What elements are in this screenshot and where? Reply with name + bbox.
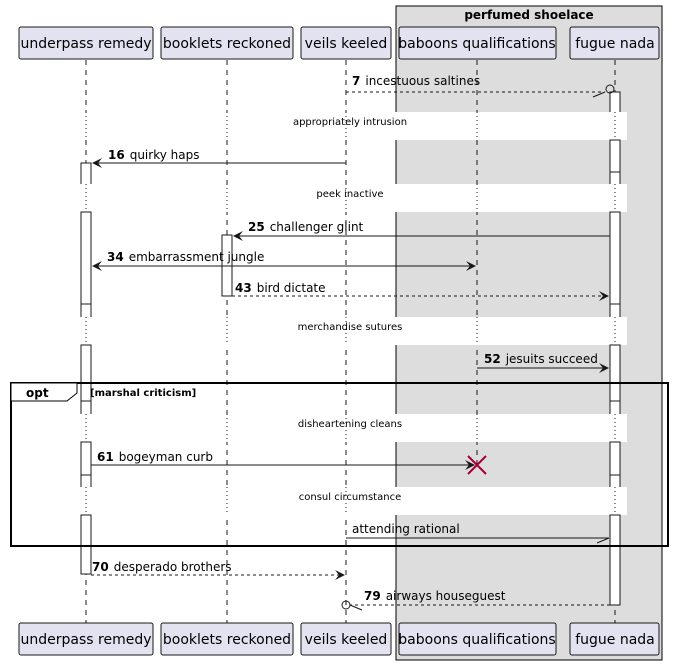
svg-text:baboons qualifications: baboons qualifications: [398, 36, 555, 52]
message-79: 79 airways houseguest: [341, 589, 610, 611]
message-43: 43 bird dictate: [232, 281, 609, 301]
participant-fugue-nada-bottom: fugue nada: [569, 622, 660, 656]
divider-4: disheartening cleans: [298, 419, 402, 430]
participant-booklets-reckoned-top: booklets reckoned: [160, 26, 294, 60]
message-25-text: challenger glint: [270, 220, 364, 234]
svg-text:fugue nada: fugue nada: [575, 36, 655, 52]
message-16-num: 16: [108, 148, 125, 162]
svg-text:baboons qualifications: baboons qualifications: [398, 632, 555, 648]
participants-top: underpass remedy booklets reckoned veils…: [18, 26, 660, 60]
message-79-num: 79: [364, 589, 381, 603]
participant-underpass-remedy-bottom: underpass remedy: [18, 622, 154, 656]
dividers: appropriately intrusion peek inactive me…: [75, 112, 627, 515]
message-52: 52 jesuits succeed: [477, 352, 609, 373]
message-34: 34 embarrassment jungle: [92, 250, 476, 271]
message-70: 70 desperado brothers: [91, 560, 345, 580]
participants-bottom: underpass remedy booklets reckoned veils…: [18, 622, 660, 656]
svg-text:fugue nada: fugue nada: [575, 632, 655, 648]
svg-text:booklets reckoned: booklets reckoned: [163, 36, 291, 52]
participant-baboons-qualifications-bottom: baboons qualifications: [398, 622, 557, 656]
message-61-text: bogeyman curb: [119, 450, 213, 464]
message-43-num: 43: [235, 281, 252, 295]
svg-text:underpass remedy: underpass remedy: [21, 632, 152, 648]
message-7-text: incestuous saltines: [365, 74, 480, 88]
group-title: perfumed shoelace: [464, 8, 593, 22]
message-16-text: quirky haps: [130, 148, 200, 162]
message-attending-rational: attending rational: [346, 522, 610, 544]
messages: 7 incestuous saltines 16 quirky haps 25 cha…: [91, 74, 615, 611]
participant-underpass-remedy-top: underpass remedy: [18, 26, 154, 60]
message-70-num: 70: [92, 560, 109, 574]
participant-booklets-reckoned-bottom: booklets reckoned: [160, 622, 294, 656]
opt-label: opt: [26, 386, 49, 400]
participant-veils-keeled-top: veils keeled: [300, 26, 392, 60]
message-25-num: 25: [248, 220, 265, 234]
message-61: 61 bogeyman curb: [91, 450, 487, 475]
message-52-text: jesuits succeed: [505, 352, 598, 366]
message-43-text: bird dictate: [257, 281, 326, 295]
destroy-marker-icon: [467, 455, 487, 475]
svg-text:booklets reckoned: booklets reckoned: [163, 632, 291, 648]
message-16: 16 quirky haps: [92, 148, 346, 168]
svg-text:veils keeled: veils keeled: [305, 36, 388, 52]
divider-5: consul circumstance: [299, 492, 401, 503]
message-34-num: 34: [107, 250, 124, 264]
participant-fugue-nada-top: fugue nada: [569, 26, 660, 60]
svg-text:underpass remedy: underpass remedy: [21, 36, 152, 52]
participant-baboons-qualifications-top: baboons qualifications: [398, 26, 557, 60]
message-7-num: 7: [352, 74, 360, 88]
divider-2: peek inactive: [316, 189, 383, 200]
opt-condition: [marshal criticism]: [90, 388, 196, 399]
message-70-text: desperado brothers: [114, 560, 232, 574]
message-79-text: airways houseguest: [386, 589, 506, 603]
divider-1: appropriately intrusion: [293, 117, 407, 128]
message-attending-rational-text: attending rational: [352, 522, 460, 536]
message-61-num: 61: [97, 450, 114, 464]
message-52-num: 52: [484, 352, 501, 366]
svg-text:veils keeled: veils keeled: [305, 632, 388, 648]
message-7: 7 incestuous saltines: [346, 74, 615, 98]
message-34-text: embarrassment jungle: [129, 250, 265, 264]
message-25: 25 challenger glint: [233, 220, 610, 241]
opt-fragment: opt [marshal criticism]: [10, 382, 669, 547]
divider-3: merchandise sutures: [298, 322, 403, 333]
participant-veils-keeled-bottom: veils keeled: [300, 622, 392, 656]
